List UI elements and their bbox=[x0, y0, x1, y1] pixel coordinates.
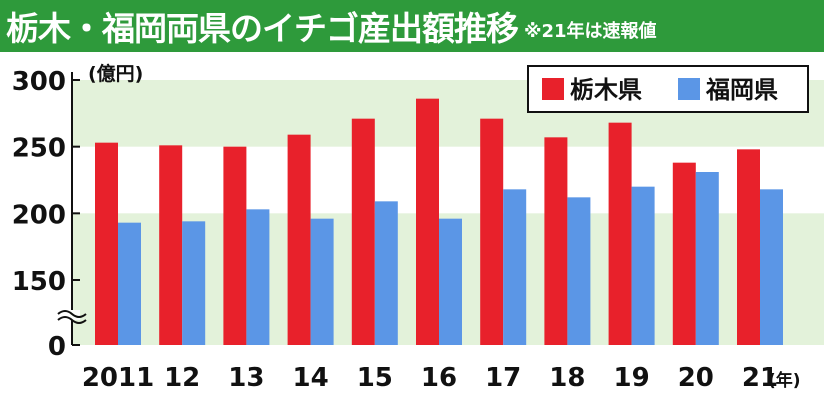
x-axis-unit-label: (年) bbox=[768, 370, 801, 391]
bar-fukuoka bbox=[695, 172, 719, 345]
bar-fukuoka bbox=[246, 209, 270, 345]
bar-chart: 0 150 200 250 300 2011 12 13 14 15 16 17 18 19 20 21 (… bbox=[0, 52, 824, 400]
x-tick-label: 2011 bbox=[82, 363, 154, 393]
bar-tochigi bbox=[351, 118, 375, 346]
x-tick-label: 19 bbox=[614, 363, 650, 393]
bar-tochigi bbox=[95, 142, 118, 345]
x-tick-label: 18 bbox=[549, 363, 585, 393]
bar-tochigi bbox=[672, 162, 696, 345]
x-tick-label: 16 bbox=[421, 363, 457, 393]
bar-tochigi bbox=[287, 134, 311, 345]
bar-tochigi bbox=[416, 98, 439, 345]
bar-tochigi bbox=[223, 146, 247, 345]
bar-fukuoka bbox=[503, 189, 527, 345]
y-tick-label: 150 bbox=[12, 267, 66, 297]
x-tick-label: 14 bbox=[293, 363, 329, 393]
legend-label: 福岡県 bbox=[705, 76, 778, 104]
bar-tochigi bbox=[480, 118, 504, 346]
y-axis-unit-label: (億円) bbox=[88, 62, 143, 85]
axis-break-mark bbox=[57, 316, 87, 324]
bars bbox=[95, 98, 783, 346]
bar-fukuoka bbox=[760, 189, 783, 345]
legend: 栃木県 福岡県 bbox=[527, 65, 809, 113]
x-tick-label: 15 bbox=[357, 363, 393, 393]
bar-tochigi bbox=[608, 122, 632, 346]
title-bar: 栃木・福岡両県のイチゴ産出額推移 ※21年は速報値 bbox=[0, 0, 824, 52]
x-tick-label: 17 bbox=[485, 363, 521, 393]
legend-swatch bbox=[542, 78, 564, 100]
bar-fukuoka bbox=[310, 218, 334, 345]
bar-fukuoka bbox=[118, 222, 141, 345]
x-tick-label: 12 bbox=[164, 363, 200, 393]
bar-fukuoka bbox=[374, 201, 398, 345]
y-axis: 0 150 200 250 300 bbox=[12, 67, 87, 362]
bar-tochigi bbox=[159, 145, 183, 345]
bar-fukuoka bbox=[631, 186, 655, 345]
legend-swatch bbox=[678, 78, 700, 100]
y-tick-label: 0 bbox=[48, 332, 66, 362]
x-tick-label: 21 bbox=[742, 363, 778, 393]
bar-fukuoka bbox=[439, 218, 462, 345]
chart-title: 栃木・福岡両県のイチゴ産出額推移 bbox=[6, 9, 519, 48]
bar-tochigi bbox=[737, 149, 760, 345]
legend-box bbox=[527, 65, 809, 113]
x-tick-label: 20 bbox=[678, 363, 714, 393]
x-tick-label: 13 bbox=[228, 363, 264, 393]
bar-tochigi bbox=[544, 137, 568, 345]
x-tick-labels: 2011 12 13 14 15 16 17 18 19 20 21 bbox=[82, 363, 778, 393]
y-tick-label: 200 bbox=[12, 200, 66, 230]
bar-fukuoka bbox=[182, 221, 206, 345]
legend-label: 栃木県 bbox=[570, 76, 642, 104]
chart-subtitle: ※21年は速報値 bbox=[524, 21, 657, 42]
y-tick-label: 250 bbox=[12, 134, 66, 164]
bar-fukuoka bbox=[567, 197, 591, 345]
axis-break-mark bbox=[57, 310, 87, 318]
y-tick-label: 300 bbox=[12, 67, 66, 97]
